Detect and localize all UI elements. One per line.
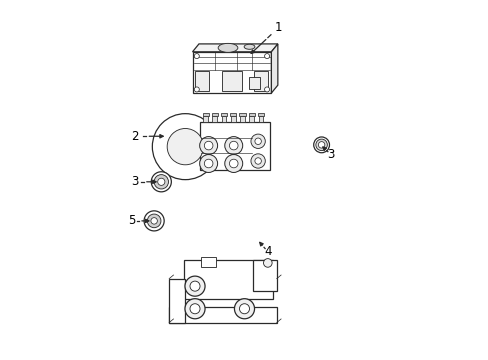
- Bar: [240, 116, 244, 122]
- Text: 5: 5: [127, 215, 135, 228]
- Circle shape: [315, 139, 326, 150]
- Circle shape: [151, 172, 171, 192]
- Bar: [192, 52, 271, 93]
- Text: 1: 1: [274, 21, 282, 34]
- Circle shape: [313, 137, 329, 153]
- Bar: [195, 71, 208, 91]
- Circle shape: [154, 175, 168, 189]
- Circle shape: [250, 154, 265, 168]
- Bar: [169, 279, 185, 323]
- Circle shape: [204, 159, 212, 168]
- Circle shape: [167, 129, 203, 165]
- Bar: [201, 257, 215, 267]
- Text: 4: 4: [264, 245, 271, 258]
- Bar: [221, 113, 226, 116]
- Circle shape: [199, 154, 217, 172]
- Circle shape: [234, 299, 254, 319]
- Bar: [221, 116, 226, 122]
- Bar: [257, 113, 264, 116]
- Circle shape: [254, 138, 261, 144]
- Circle shape: [264, 87, 269, 92]
- Bar: [202, 113, 208, 116]
- Circle shape: [199, 136, 217, 154]
- Bar: [254, 71, 267, 91]
- Text: 3: 3: [131, 175, 139, 188]
- Bar: [239, 113, 245, 116]
- Bar: [169, 307, 276, 323]
- Bar: [211, 113, 218, 116]
- Circle shape: [254, 158, 261, 164]
- Bar: [230, 113, 236, 116]
- Circle shape: [263, 258, 271, 267]
- Circle shape: [190, 281, 200, 291]
- Circle shape: [250, 134, 265, 148]
- Text: 3: 3: [326, 148, 334, 161]
- Circle shape: [158, 178, 164, 185]
- Bar: [183, 260, 273, 299]
- Circle shape: [264, 54, 269, 59]
- Circle shape: [229, 141, 238, 150]
- Circle shape: [239, 304, 249, 314]
- Bar: [258, 116, 263, 122]
- Circle shape: [318, 141, 324, 148]
- Circle shape: [194, 87, 199, 92]
- Circle shape: [190, 304, 200, 314]
- Polygon shape: [192, 44, 277, 52]
- Circle shape: [184, 299, 204, 319]
- Polygon shape: [271, 44, 277, 93]
- Bar: [253, 260, 276, 291]
- Circle shape: [224, 136, 242, 154]
- Circle shape: [184, 276, 204, 296]
- Bar: [248, 113, 254, 116]
- Bar: [249, 77, 260, 89]
- Circle shape: [194, 54, 199, 59]
- Circle shape: [224, 154, 242, 172]
- Bar: [230, 116, 235, 122]
- Bar: [199, 122, 269, 170]
- Ellipse shape: [244, 44, 254, 49]
- Bar: [249, 116, 253, 122]
- Circle shape: [147, 214, 161, 228]
- Bar: [212, 116, 217, 122]
- Circle shape: [144, 211, 164, 231]
- Bar: [222, 71, 242, 91]
- Circle shape: [151, 218, 157, 224]
- Bar: [203, 116, 207, 122]
- Circle shape: [152, 114, 218, 180]
- Circle shape: [204, 141, 212, 150]
- Text: 2: 2: [131, 130, 139, 143]
- Circle shape: [229, 159, 238, 168]
- Ellipse shape: [218, 43, 237, 52]
